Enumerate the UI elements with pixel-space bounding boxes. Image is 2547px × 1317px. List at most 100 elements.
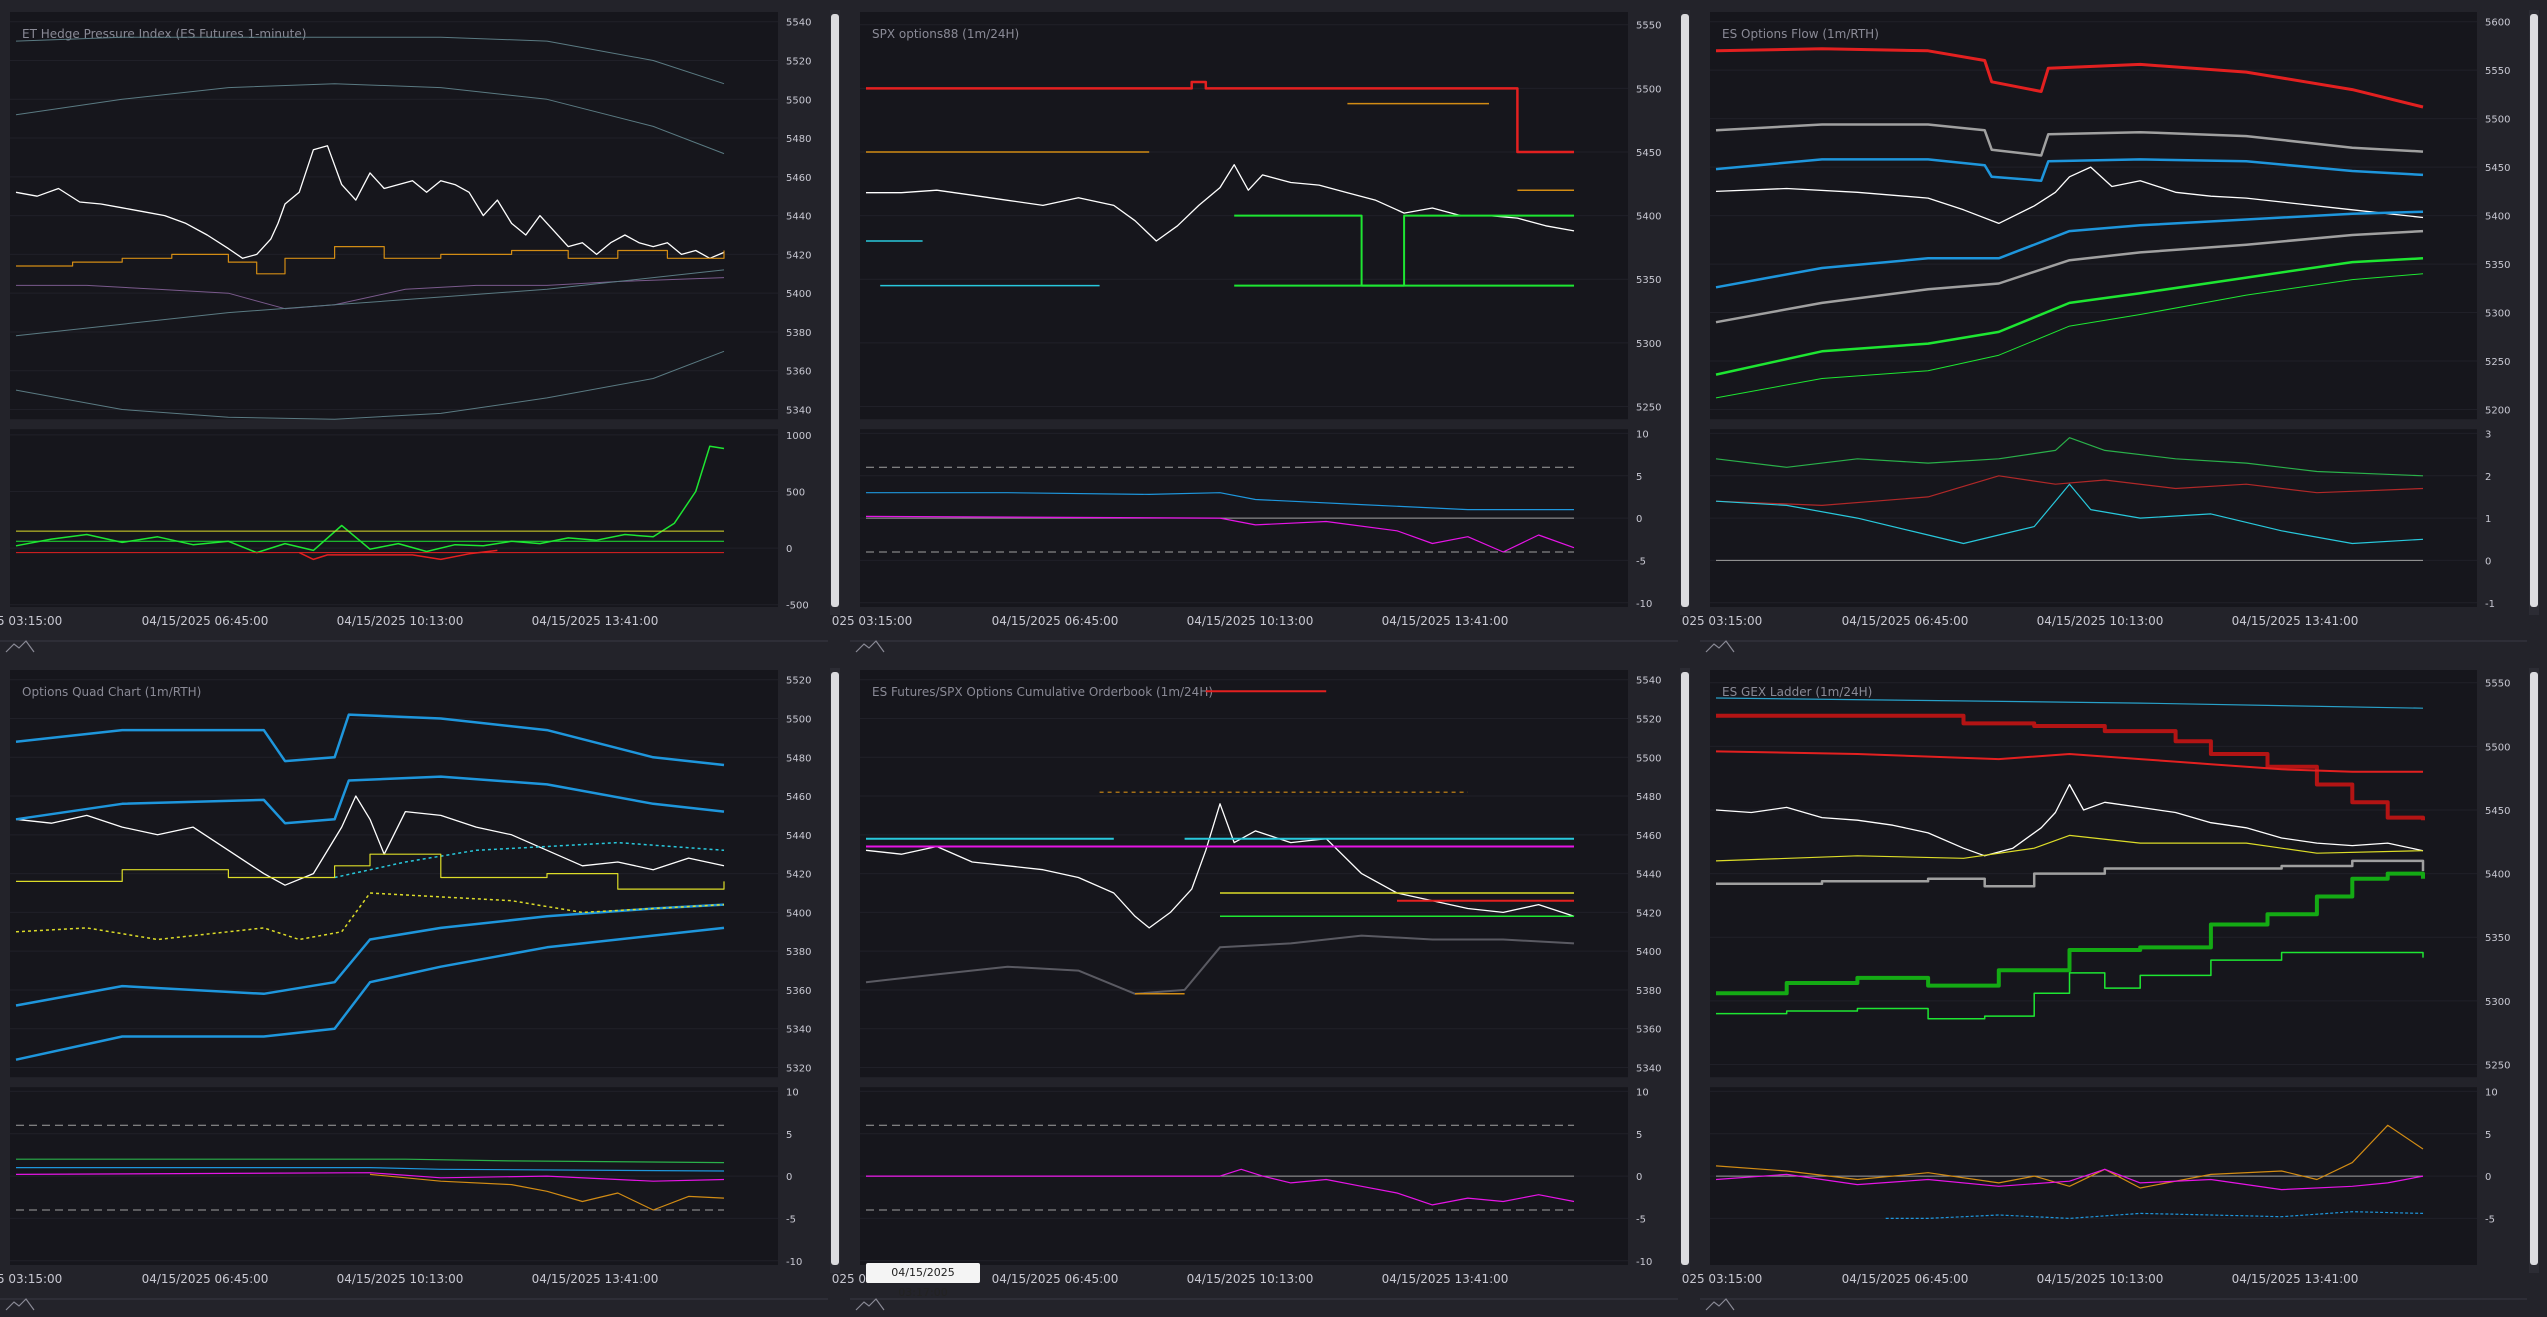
main-y-tick: 5460 bbox=[786, 173, 811, 184]
chart-title: Options Quad Chart (1m/RTH) bbox=[22, 685, 201, 699]
logo-icon bbox=[855, 1298, 885, 1311]
x-tick-label: 04/15/2025 06:45:00 bbox=[1842, 614, 1969, 628]
main-y-tick: 5480 bbox=[786, 134, 811, 145]
sub-y-tick: 5 bbox=[786, 1130, 792, 1141]
chart-title: ES GEX Ladder (1m/24H) bbox=[1722, 685, 1872, 699]
main-y-tick: 5360 bbox=[1636, 1025, 1661, 1036]
main-y-tick: 5450 bbox=[2485, 806, 2510, 817]
tooltip-time: 04/15/2025 03:17:00 bbox=[891, 1266, 955, 1299]
main-series-2 bbox=[1715, 697, 2424, 709]
sub-y-tick: 10 bbox=[2485, 1087, 2498, 1098]
sub-y-tick: 10 bbox=[1636, 1087, 1649, 1098]
logo-icon bbox=[855, 640, 885, 653]
sub-y-tick: -5 bbox=[1636, 1214, 1646, 1225]
sub-y-tick: -5 bbox=[1636, 556, 1646, 567]
sub-y-tick: 0 bbox=[1636, 1172, 1642, 1183]
main-y-tick: 5300 bbox=[2485, 309, 2510, 320]
main-y-tick: 5550 bbox=[2485, 679, 2510, 690]
x-tick-label: 025 03:15:00 bbox=[1682, 1272, 1763, 1286]
main-series-6 bbox=[1715, 834, 2424, 862]
main-series-2 bbox=[15, 713, 725, 767]
sub-y-tick: 1000 bbox=[786, 431, 811, 442]
main-series-1 bbox=[866, 164, 1575, 242]
main-series-8 bbox=[1716, 951, 2424, 1020]
main-y-tick: 5400 bbox=[2485, 870, 2510, 881]
panel-4: Options Quad Chart (1m/RTH) 5520 5500 5480 5… bbox=[0, 658, 848, 1313]
sub-y-tick: 3 bbox=[2485, 429, 2491, 440]
scrollbar-thumb bbox=[2530, 672, 2538, 1265]
main-y-tick: 5520 bbox=[1636, 714, 1661, 725]
main-y-tick: 5250 bbox=[2485, 357, 2510, 368]
main-y-tick: 5440 bbox=[786, 831, 811, 842]
x-tick-label: 04/15/2025 10:13:00 bbox=[2037, 1272, 2164, 1286]
sub-y-tick: 10 bbox=[786, 1087, 799, 1098]
main-y-tick: 5500 bbox=[2485, 742, 2510, 753]
x-tick-label: 04/15/2025 13:41:00 bbox=[532, 614, 659, 628]
x-tick-label: 04/15/2025 06:45:00 bbox=[992, 614, 1119, 628]
sub-series-3 bbox=[16, 1158, 725, 1164]
sub-y-tick: 0 bbox=[786, 1172, 792, 1183]
x-tick-label: 04/15/2025 06:45:00 bbox=[142, 1272, 269, 1286]
panel-6: ES GEX Ladder (1m/24H) 5550 5500 5450 5400 53… bbox=[1682, 658, 2547, 1313]
main-series-1 bbox=[15, 795, 725, 886]
sub-y-tick: 5 bbox=[1636, 472, 1642, 483]
main-series-1 bbox=[15, 145, 725, 259]
chart-title: ES Options Flow (1m/RTH) bbox=[1722, 27, 1879, 41]
x-tick-label: 04/15/2025 10:13:00 bbox=[1187, 614, 1314, 628]
x-tick-label: 04/15/2025 13:41:00 bbox=[1382, 1272, 1509, 1286]
main-series-5 bbox=[15, 926, 725, 1061]
chart-title: SPX options88 (1m/24H) bbox=[872, 27, 1019, 41]
main-y-tick: 5340 bbox=[1636, 1064, 1661, 1075]
x-tick-label: 025 03:15:00 bbox=[832, 614, 913, 628]
main-y-tick: 5350 bbox=[2485, 933, 2510, 944]
x-tick-label: 04/15/2025 06:45:00 bbox=[992, 1272, 1119, 1286]
main-series-2 bbox=[16, 246, 725, 275]
sub-y-tick: 0 bbox=[2485, 556, 2491, 567]
main-y-tick: 5450 bbox=[1636, 148, 1661, 159]
sub-y-tick: -10 bbox=[786, 1257, 802, 1268]
x-tick-label: 04/15/2025 06:45:00 bbox=[1842, 1272, 1969, 1286]
main-y-tick: 5460 bbox=[786, 792, 811, 803]
sub-y-tick: 10 bbox=[1636, 429, 1649, 440]
x-tick-label: 04/15/2025 10:13:00 bbox=[2037, 614, 2164, 628]
sub-series-1 bbox=[15, 445, 725, 554]
sub-y-tick: 5 bbox=[2485, 1130, 2491, 1141]
main-y-tick: 5500 bbox=[1636, 753, 1661, 764]
logo-icon bbox=[1705, 1298, 1735, 1311]
main-y-tick: 5500 bbox=[786, 95, 811, 106]
sub-y-tick: 1 bbox=[2485, 514, 2491, 525]
sub-y-tick: -10 bbox=[1636, 599, 1652, 610]
sub-series-2 bbox=[298, 549, 498, 561]
main-y-tick: 5300 bbox=[2485, 997, 2510, 1008]
x-tick-label: 04/15/2025 10:13:00 bbox=[1187, 1272, 1314, 1286]
panel-3: ES Options Flow (1m/RTH) 5600 5550 5500 5450… bbox=[1682, 0, 2547, 655]
scrollbar-thumb bbox=[1681, 672, 1689, 1265]
main-y-tick: 5250 bbox=[2485, 1060, 2510, 1071]
sub-y-tick: -10 bbox=[1636, 1257, 1652, 1268]
main-series-6 bbox=[334, 841, 725, 879]
main-series-3 bbox=[1716, 713, 2425, 821]
main-y-tick: 5460 bbox=[1636, 831, 1661, 842]
main-y-tick: 5540 bbox=[786, 18, 811, 29]
main-y-tick: 5600 bbox=[2485, 18, 2510, 29]
main-y-tick: 5360 bbox=[786, 986, 811, 997]
main-series-5 bbox=[1715, 210, 2424, 289]
logo-icon bbox=[1705, 640, 1735, 653]
panel-1: ET Hedge Pressure Index (ES Futures 1-mi… bbox=[0, 0, 848, 655]
x-tick-label: 025 03:15:00 bbox=[1682, 614, 1763, 628]
sub-series-3 bbox=[1715, 483, 2424, 545]
main-series-2 bbox=[1715, 47, 2424, 109]
x-tick-label: 04/15/2025 13:41:00 bbox=[2232, 1272, 2359, 1286]
sub-series-1 bbox=[1715, 437, 2424, 477]
x-tick-label: 04/15/2025 06:45:00 bbox=[142, 614, 269, 628]
sub-series-6 bbox=[369, 1173, 725, 1211]
main-y-tick: 5400 bbox=[786, 908, 811, 919]
x-tick-label: 025 03:15:00 bbox=[0, 1272, 62, 1286]
panel-5: ES Futures/SPX Options Cumulative Orderb… bbox=[832, 658, 1698, 1313]
main-series-4 bbox=[15, 36, 725, 85]
main-y-tick: 5350 bbox=[2485, 260, 2510, 271]
main-y-tick: 5550 bbox=[1636, 21, 1661, 32]
x-tick-label: 04/15/2025 10:13:00 bbox=[337, 614, 464, 628]
